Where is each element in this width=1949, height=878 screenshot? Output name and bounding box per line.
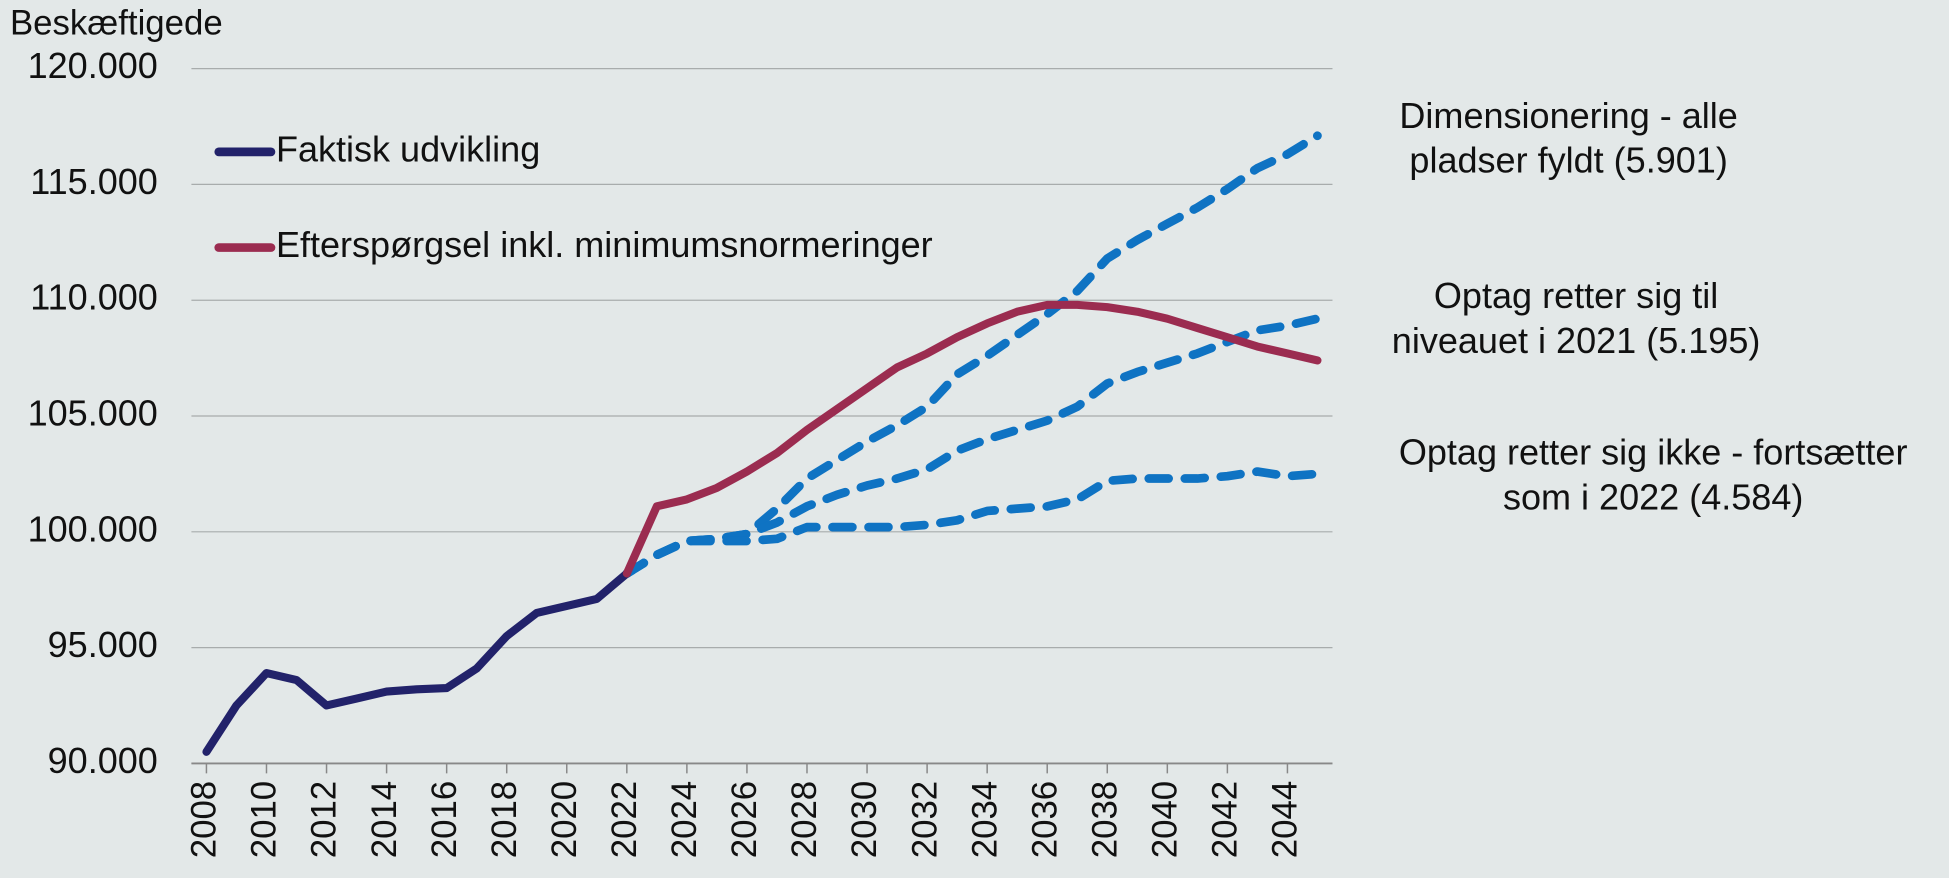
x-tick-label: 2040 bbox=[1146, 781, 1185, 858]
scenario-label: pladser fyldt (5.901) bbox=[1409, 140, 1727, 181]
x-tick-label: 2022 bbox=[605, 781, 644, 858]
legend-label: Efterspørgsel inkl. minimumsnormeringer bbox=[276, 224, 933, 265]
x-tick-label: 2032 bbox=[905, 781, 944, 858]
x-tick-label: 2028 bbox=[785, 781, 824, 858]
x-tick-label: 2014 bbox=[365, 781, 404, 858]
x-tick-label: 2042 bbox=[1206, 781, 1245, 858]
series-line bbox=[202, 569, 631, 756]
y-tick-label: 105.000 bbox=[28, 393, 158, 434]
series-line bbox=[622, 300, 1322, 578]
scenario-label: niveauet i 2021 (5.195) bbox=[1392, 320, 1761, 361]
y-tick-label: 95.000 bbox=[48, 624, 158, 665]
y-axis-label: Beskæftigede bbox=[10, 3, 223, 42]
y-tick-label: 115.000 bbox=[30, 161, 158, 202]
x-tick-label: 2038 bbox=[1085, 781, 1124, 858]
scenario-line bbox=[622, 467, 1322, 578]
x-tick-label: 2020 bbox=[545, 781, 584, 858]
x-tick-label: 2018 bbox=[485, 781, 524, 858]
x-tick-label: 2036 bbox=[1025, 781, 1064, 858]
y-tick-label: 100.000 bbox=[28, 508, 158, 549]
scenario-label: som i 2022 (4.584) bbox=[1503, 476, 1803, 517]
scenario-line bbox=[622, 314, 1322, 578]
x-tick-label: 2024 bbox=[665, 781, 704, 858]
x-tick-label: 2010 bbox=[245, 781, 284, 858]
x-tick-label: 2008 bbox=[185, 781, 224, 858]
x-tick-label: 2030 bbox=[845, 781, 884, 858]
scenario-label: Dimensionering - alle bbox=[1399, 95, 1737, 136]
y-tick-label: 90.000 bbox=[48, 740, 158, 781]
x-tick-label: 2044 bbox=[1266, 781, 1305, 858]
x-tick-label: 2034 bbox=[965, 781, 1004, 858]
x-tick-label: 2016 bbox=[425, 781, 464, 858]
legend-label: Faktisk udvikling bbox=[276, 128, 540, 169]
x-tick-label: 2026 bbox=[725, 781, 764, 858]
scenario-label: Optag retter sig til bbox=[1434, 275, 1718, 316]
y-tick-label: 110.000 bbox=[30, 277, 158, 318]
scenario-label: Optag retter sig ikke - fortsætter bbox=[1399, 432, 1908, 473]
y-tick-label: 120.000 bbox=[28, 45, 158, 86]
x-tick-label: 2012 bbox=[305, 781, 344, 858]
